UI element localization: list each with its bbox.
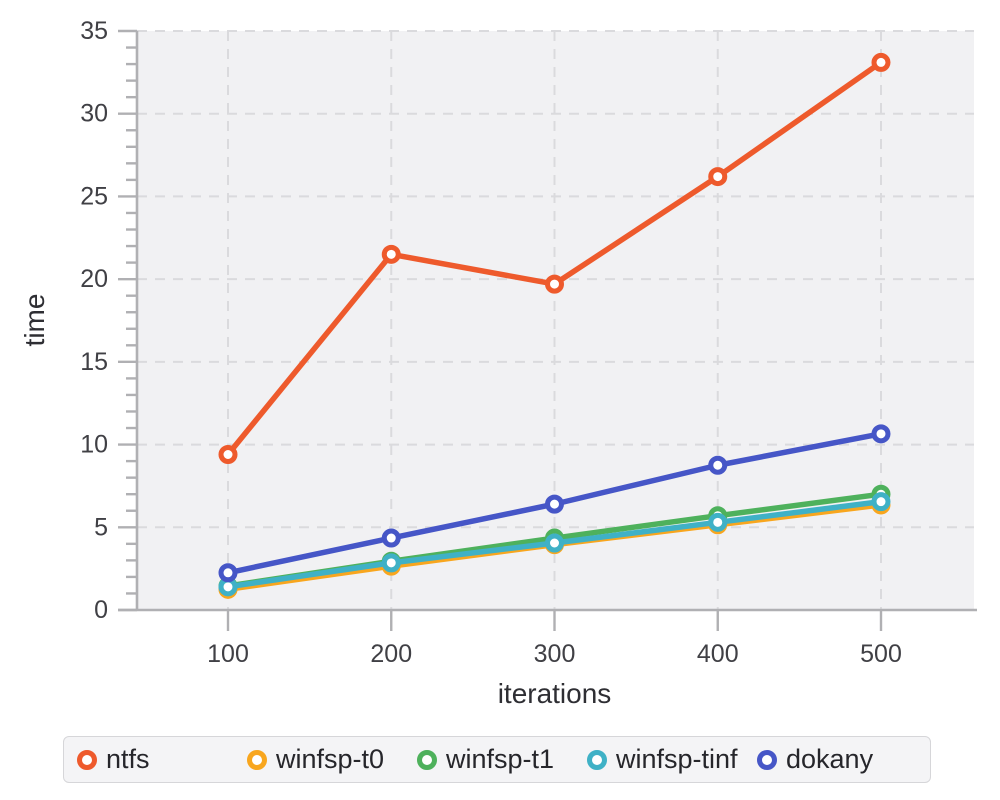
y-tick-label: 20 (80, 265, 108, 293)
y-axis-title: time (19, 294, 50, 347)
y-tick-label: 15 (80, 348, 108, 376)
data-point-ntfs-400 (708, 167, 728, 187)
y-tick-label: 35 (80, 17, 108, 45)
legend-item-dokany: dokany (757, 746, 873, 773)
legend-label: dokany (786, 744, 874, 774)
legend-label: ntfs (106, 744, 150, 774)
data-point-ntfs-300 (545, 274, 564, 294)
x-tick-label: 200 (370, 640, 412, 668)
legend-label: winfsp-tinf (616, 744, 738, 774)
x-tick-label: 400 (697, 640, 739, 668)
x-axis-title: iterations (498, 678, 612, 709)
y-tick-label: 25 (80, 182, 108, 210)
y-tick-label: 30 (80, 100, 108, 128)
data-point-dokany-300 (545, 494, 564, 514)
winfsp-t0-marker-icon (247, 749, 267, 770)
winfsp-t1-marker-icon (417, 749, 437, 770)
chart-legend: ntfs winfsp-t0 winfsp-t1 winfsp-tinf dok… (63, 736, 931, 783)
data-point-dokany-200 (381, 528, 401, 548)
data-point-ntfs-100 (218, 444, 238, 464)
legend-item-ntfs: ntfs (77, 746, 247, 773)
data-point-winfsp-tinf-200 (381, 553, 401, 573)
winfsp-tinf-marker-icon (587, 749, 607, 770)
y-tick-label: 0 (94, 596, 108, 624)
legend-item-winfsp-tinf: winfsp-tinf (587, 746, 757, 773)
y-tick-label: 5 (94, 513, 108, 541)
x-tick-label: 100 (207, 640, 249, 668)
legend-item-winfsp-t0: winfsp-t0 (247, 746, 417, 773)
legend-label: winfsp-t1 (446, 744, 555, 774)
data-point-dokany-400 (708, 455, 728, 475)
legend-item-winfsp-t1: winfsp-t1 (417, 746, 587, 773)
x-tick-label: 300 (534, 640, 576, 668)
data-point-ntfs-500 (871, 52, 891, 72)
chart-canvas: 0 5 10 15 20 25 30 35 100 200 300 400 500 time iterati… (19, 17, 977, 709)
data-point-winfsp-tinf-500 (871, 492, 891, 512)
dokany-marker-icon (757, 749, 777, 770)
x-tick-label: 500 (860, 640, 902, 668)
data-point-ntfs-200 (381, 244, 401, 264)
legend-label: winfsp-t0 (276, 744, 385, 774)
data-point-winfsp-tinf-400 (708, 512, 728, 532)
data-point-winfsp-tinf-300 (545, 533, 564, 553)
data-point-dokany-500 (871, 424, 891, 444)
y-tick-label: 10 (80, 431, 108, 459)
ntfs-marker-icon (77, 749, 97, 770)
data-point-dokany-100 (218, 563, 238, 583)
